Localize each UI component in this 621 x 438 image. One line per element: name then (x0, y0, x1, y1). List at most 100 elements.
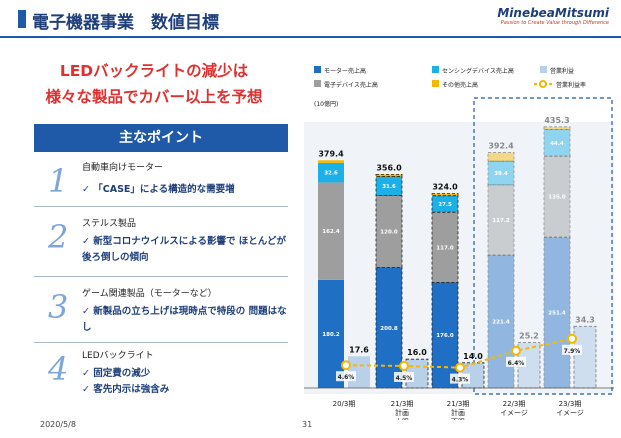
segment-value-label: 176.0 (436, 333, 454, 339)
legend-swatch (540, 66, 547, 73)
point-1: 1 自動車向けモーター ✓ 「CASE」による構造的な需要増 (34, 160, 288, 207)
segment-value-label: 200.8 (380, 326, 398, 332)
total-value-label: 392.4 (488, 142, 514, 151)
segment-value-label: 135.0 (548, 195, 566, 201)
bar-segment (431, 193, 459, 197)
operating-profit-label: 16.0 (407, 348, 427, 357)
legend-swatch (314, 80, 321, 87)
margin-label-bg (562, 344, 582, 355)
point-body: ✓ 新製品の立ち上げは現時点で特段の 問題はなし (82, 306, 287, 333)
bar-segment (487, 184, 515, 256)
point-separator (34, 276, 288, 277)
category-label: 22/3期 (503, 400, 526, 408)
bar-segment (543, 126, 571, 130)
point-title: ゲーム関連製品（モーターなど） (82, 289, 217, 299)
legend-swatch (432, 66, 439, 73)
category-label: 21/3期 (447, 400, 470, 408)
point-body: ✓ 「CASE」による構造的な需要増 (82, 184, 235, 195)
segment-value-label: 221.4 (492, 320, 510, 326)
operating-profit-bar (573, 325, 597, 389)
segment-value-label: 39.4 (494, 171, 508, 177)
legend-swatch (432, 80, 439, 87)
legend-label: センシングデバイス売上高 (442, 67, 514, 75)
headline: LEDバックライトの減少は 様々な製品でカバー以上を予想 (18, 58, 290, 110)
bar-segment (431, 281, 459, 389)
operating-margin-point (341, 360, 351, 371)
slide-title: 電子機器事業 数値目標 (32, 13, 219, 33)
segment-value-label: 120.0 (380, 230, 398, 236)
segment-value-label: 31.6 (382, 184, 396, 190)
category-label: 計画 (451, 408, 465, 417)
points-heading: 主なポイント (34, 124, 288, 152)
category-label: イメージ (500, 409, 528, 417)
bar-segment (318, 160, 344, 163)
category-label: 上限 (395, 417, 409, 420)
operating-profit-label: 17.6 (349, 345, 369, 354)
total-value-label: 435.3 (544, 116, 569, 125)
operating-margin-label: 4.6% (338, 374, 355, 381)
total-value-label: 356.0 (376, 163, 402, 172)
bar-segment (318, 162, 344, 183)
point-title: ステルス製品 (82, 219, 137, 229)
legend-marker (539, 80, 547, 88)
legend-label: モーター売上高 (324, 67, 366, 75)
point-2: 2 ステルス製品 ✓ 新型コロナウイルスによる影響で ほとんどが後ろ倒しの傾向 (34, 216, 288, 282)
operating-margin-point (455, 362, 465, 373)
legend-label: 営業利益率 (556, 81, 586, 89)
category-label: 下限 (451, 417, 465, 420)
footer-page-number: 31 (302, 420, 313, 429)
segment-value-label: 44.4 (550, 141, 564, 147)
bar-segment (543, 129, 571, 157)
total-value-label: 324.0 (432, 183, 458, 192)
slide-header: 電子機器事業 数値目標 MinebeaMitsumi Passion to Cr… (0, 0, 621, 36)
bar-segment (543, 236, 571, 389)
total-value-label: 379.4 (318, 149, 344, 158)
bar-segment (375, 174, 403, 177)
legend-label: 営業利益 (550, 67, 574, 75)
headline-line-2: 様々な製品でカバー以上を予想 (45, 88, 263, 106)
operating-margin-label: 7.9% (564, 348, 581, 355)
operating-margin-label: 4.3% (452, 377, 469, 384)
bar-segment (487, 152, 515, 162)
bar-segment (487, 160, 515, 186)
point-body: ✓ 新型コロナウイルスによる影響で ほとんどが後ろ倒しの傾向 (82, 236, 287, 263)
segment-value-label: 162.4 (322, 229, 340, 235)
operating-margin-point (511, 345, 521, 356)
bar-segment (318, 279, 344, 388)
title-accent-bar (18, 10, 26, 28)
segment-value-label: 180.2 (322, 332, 340, 338)
point-separator (34, 342, 288, 343)
logo-tagline: Passion to Create Value through Differen… (500, 20, 609, 26)
category-label: 23/3期 (559, 400, 582, 408)
operating-profit-label: 25.2 (519, 332, 539, 341)
operating-margin-point (399, 361, 409, 371)
point-number: 2 (48, 218, 69, 256)
segment-value-label: 27.5 (438, 202, 452, 208)
bar-segment (375, 267, 403, 389)
logo-wordmark: MinebeaMitsumi (497, 6, 609, 20)
margin-label-bg (336, 371, 356, 382)
unit-label: (10億円) (314, 100, 338, 108)
legend-label: 電子デバイス売上高 (324, 81, 378, 89)
legend-swatch (314, 66, 321, 73)
point-4: 4 LEDバックライト ✓ 固定費の減少 ✓ 客先内示は強含み (34, 348, 288, 408)
bar-segment (375, 195, 403, 268)
segment-value-label: 117.0 (436, 245, 454, 251)
bar-segment (543, 155, 571, 238)
margin-label-bg (506, 356, 526, 367)
point-title: LEDバックライト (82, 351, 154, 361)
footer-date: 2020/5/8 (40, 420, 76, 429)
category-label: イメージ (556, 409, 584, 417)
category-label: 20/3期 (333, 400, 356, 408)
point-number: 1 (48, 162, 69, 200)
bar-segment (318, 182, 344, 280)
point-number: 4 (48, 350, 69, 388)
operating-margin-point (567, 333, 577, 344)
margin-label-bg (450, 373, 470, 384)
point-3: 3 ゲーム関連製品（モーターなど） ✓ 新製品の立ち上げは現時点で特段の 問題は… (34, 286, 288, 346)
legend-label: その他売上高 (442, 81, 478, 89)
point-body: ✓ 固定費の減少 ✓ 客先内示は強含み (82, 368, 170, 395)
category-label: 計画 (395, 408, 409, 417)
category-label: 21/3期 (391, 400, 414, 408)
